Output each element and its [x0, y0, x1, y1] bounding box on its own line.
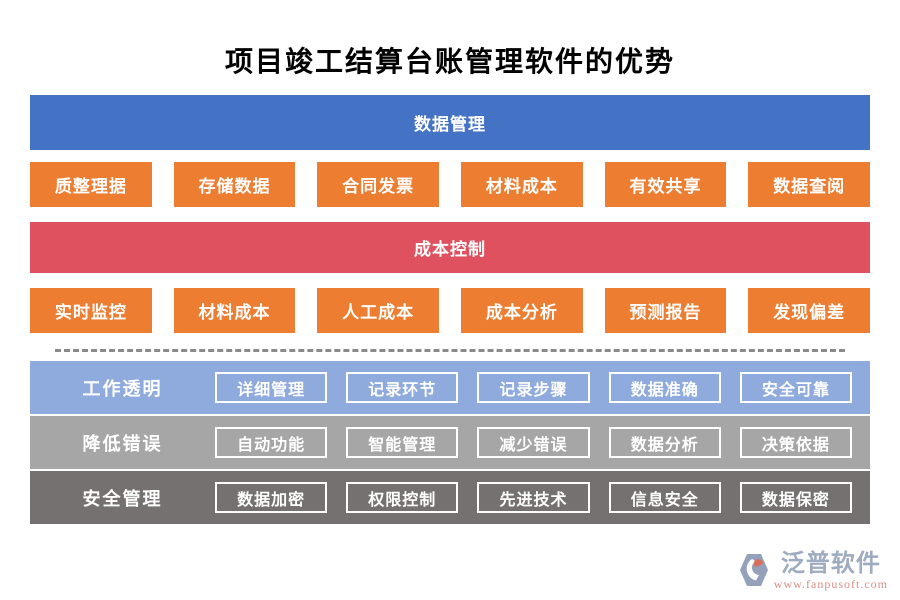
- brand-name: 泛普软件: [780, 551, 881, 577]
- banner-cost-control: 成本控制: [30, 222, 870, 273]
- data-management-button-row: 质整理据 存储数据 合同发票 材料成本 有效共享 数据查阅: [30, 162, 871, 207]
- button-forecast-report: 预测报告: [604, 288, 727, 333]
- pill-row: 自动功能 智能管理 减少错误 数据分析 决策依据: [215, 427, 853, 458]
- pill-row: 详细管理 记录环节 记录步骤 数据准确 安全可靠: [215, 372, 853, 403]
- row-reduce-errors: 降低错误 自动功能 智能管理 减少错误 数据分析 决策依据: [30, 416, 870, 469]
- pill-decision-basis: 决策依据: [739, 427, 853, 458]
- button-realtime-monitoring: 实时监控: [30, 288, 152, 333]
- button-cost-analysis: 成本分析: [461, 288, 583, 333]
- pill-advanced-technology: 先进技术: [477, 482, 590, 513]
- brand-url[interactable]: www.fanpusoft.com: [773, 577, 888, 591]
- row-label: 安全管理: [82, 488, 163, 509]
- button-material-cost-2: 材料成本: [173, 288, 296, 333]
- fanpu-logo-icon: [739, 554, 768, 586]
- pill-record-links: 记录环节: [346, 372, 459, 403]
- pill-safe-reliable: 安全可靠: [739, 372, 853, 403]
- pill-detailed-management: 详细管理: [215, 372, 328, 403]
- pill-data-confidentiality: 数据保密: [739, 482, 853, 513]
- pill-record-steps: 记录步骤: [477, 372, 590, 403]
- button-data-lookup: 数据查阅: [748, 162, 871, 207]
- button-labor-cost: 人工成本: [317, 288, 440, 333]
- button-organize-data: 质整理据: [30, 162, 152, 207]
- pill-reduce-errors: 减少错误: [477, 427, 590, 458]
- content-area: 数据管理 质整理据 存储数据 合同发票 材料成本 有效共享 数据查阅 成本控制 …: [30, 95, 871, 524]
- button-effective-sharing: 有效共享: [604, 162, 727, 207]
- brand-text-block: 泛普软件 www.fanpusoft.com: [774, 551, 888, 592]
- pill-automatic-functions: 自动功能: [215, 427, 328, 458]
- pill-permission-control: 权限控制: [346, 482, 459, 513]
- pill-information-security: 信息安全: [608, 482, 721, 513]
- pill-smart-management: 智能管理: [346, 427, 459, 458]
- pill-data-analysis: 数据分析: [608, 427, 721, 458]
- row-label: 工作透明: [82, 378, 163, 399]
- button-store-data: 存储数据: [173, 162, 296, 207]
- page-title: 项目竣工结算台账管理软件的优势: [224, 47, 675, 78]
- button-find-deviation: 发现偏差: [748, 288, 871, 333]
- row-work-transparency: 工作透明 详细管理 记录环节 记录步骤 数据准确 安全可靠: [30, 361, 870, 414]
- row-security-management: 安全管理 数据加密 权限控制 先进技术 信息安全 数据保密: [30, 471, 870, 524]
- button-contract-invoice: 合同发票: [317, 162, 440, 207]
- benefit-rows: 工作透明 详细管理 记录环节 记录步骤 数据准确 安全可靠 降低错误 自动功能 …: [30, 361, 870, 524]
- cost-control-button-row: 实时监控 材料成本 人工成本 成本分析 预测报告 发现偏差: [30, 288, 871, 333]
- pill-row: 数据加密 权限控制 先进技术 信息安全 数据保密: [215, 482, 853, 513]
- brand-watermark: 泛普软件 www.fanpusoft.com: [738, 551, 888, 592]
- banner-data-management: 数据管理: [30, 95, 870, 150]
- pill-data-accuracy: 数据准确: [608, 372, 721, 403]
- pill-data-encryption: 数据加密: [215, 482, 328, 513]
- button-material-cost: 材料成本: [461, 162, 583, 207]
- row-label: 降低错误: [82, 433, 163, 454]
- dashed-divider: [55, 349, 845, 352]
